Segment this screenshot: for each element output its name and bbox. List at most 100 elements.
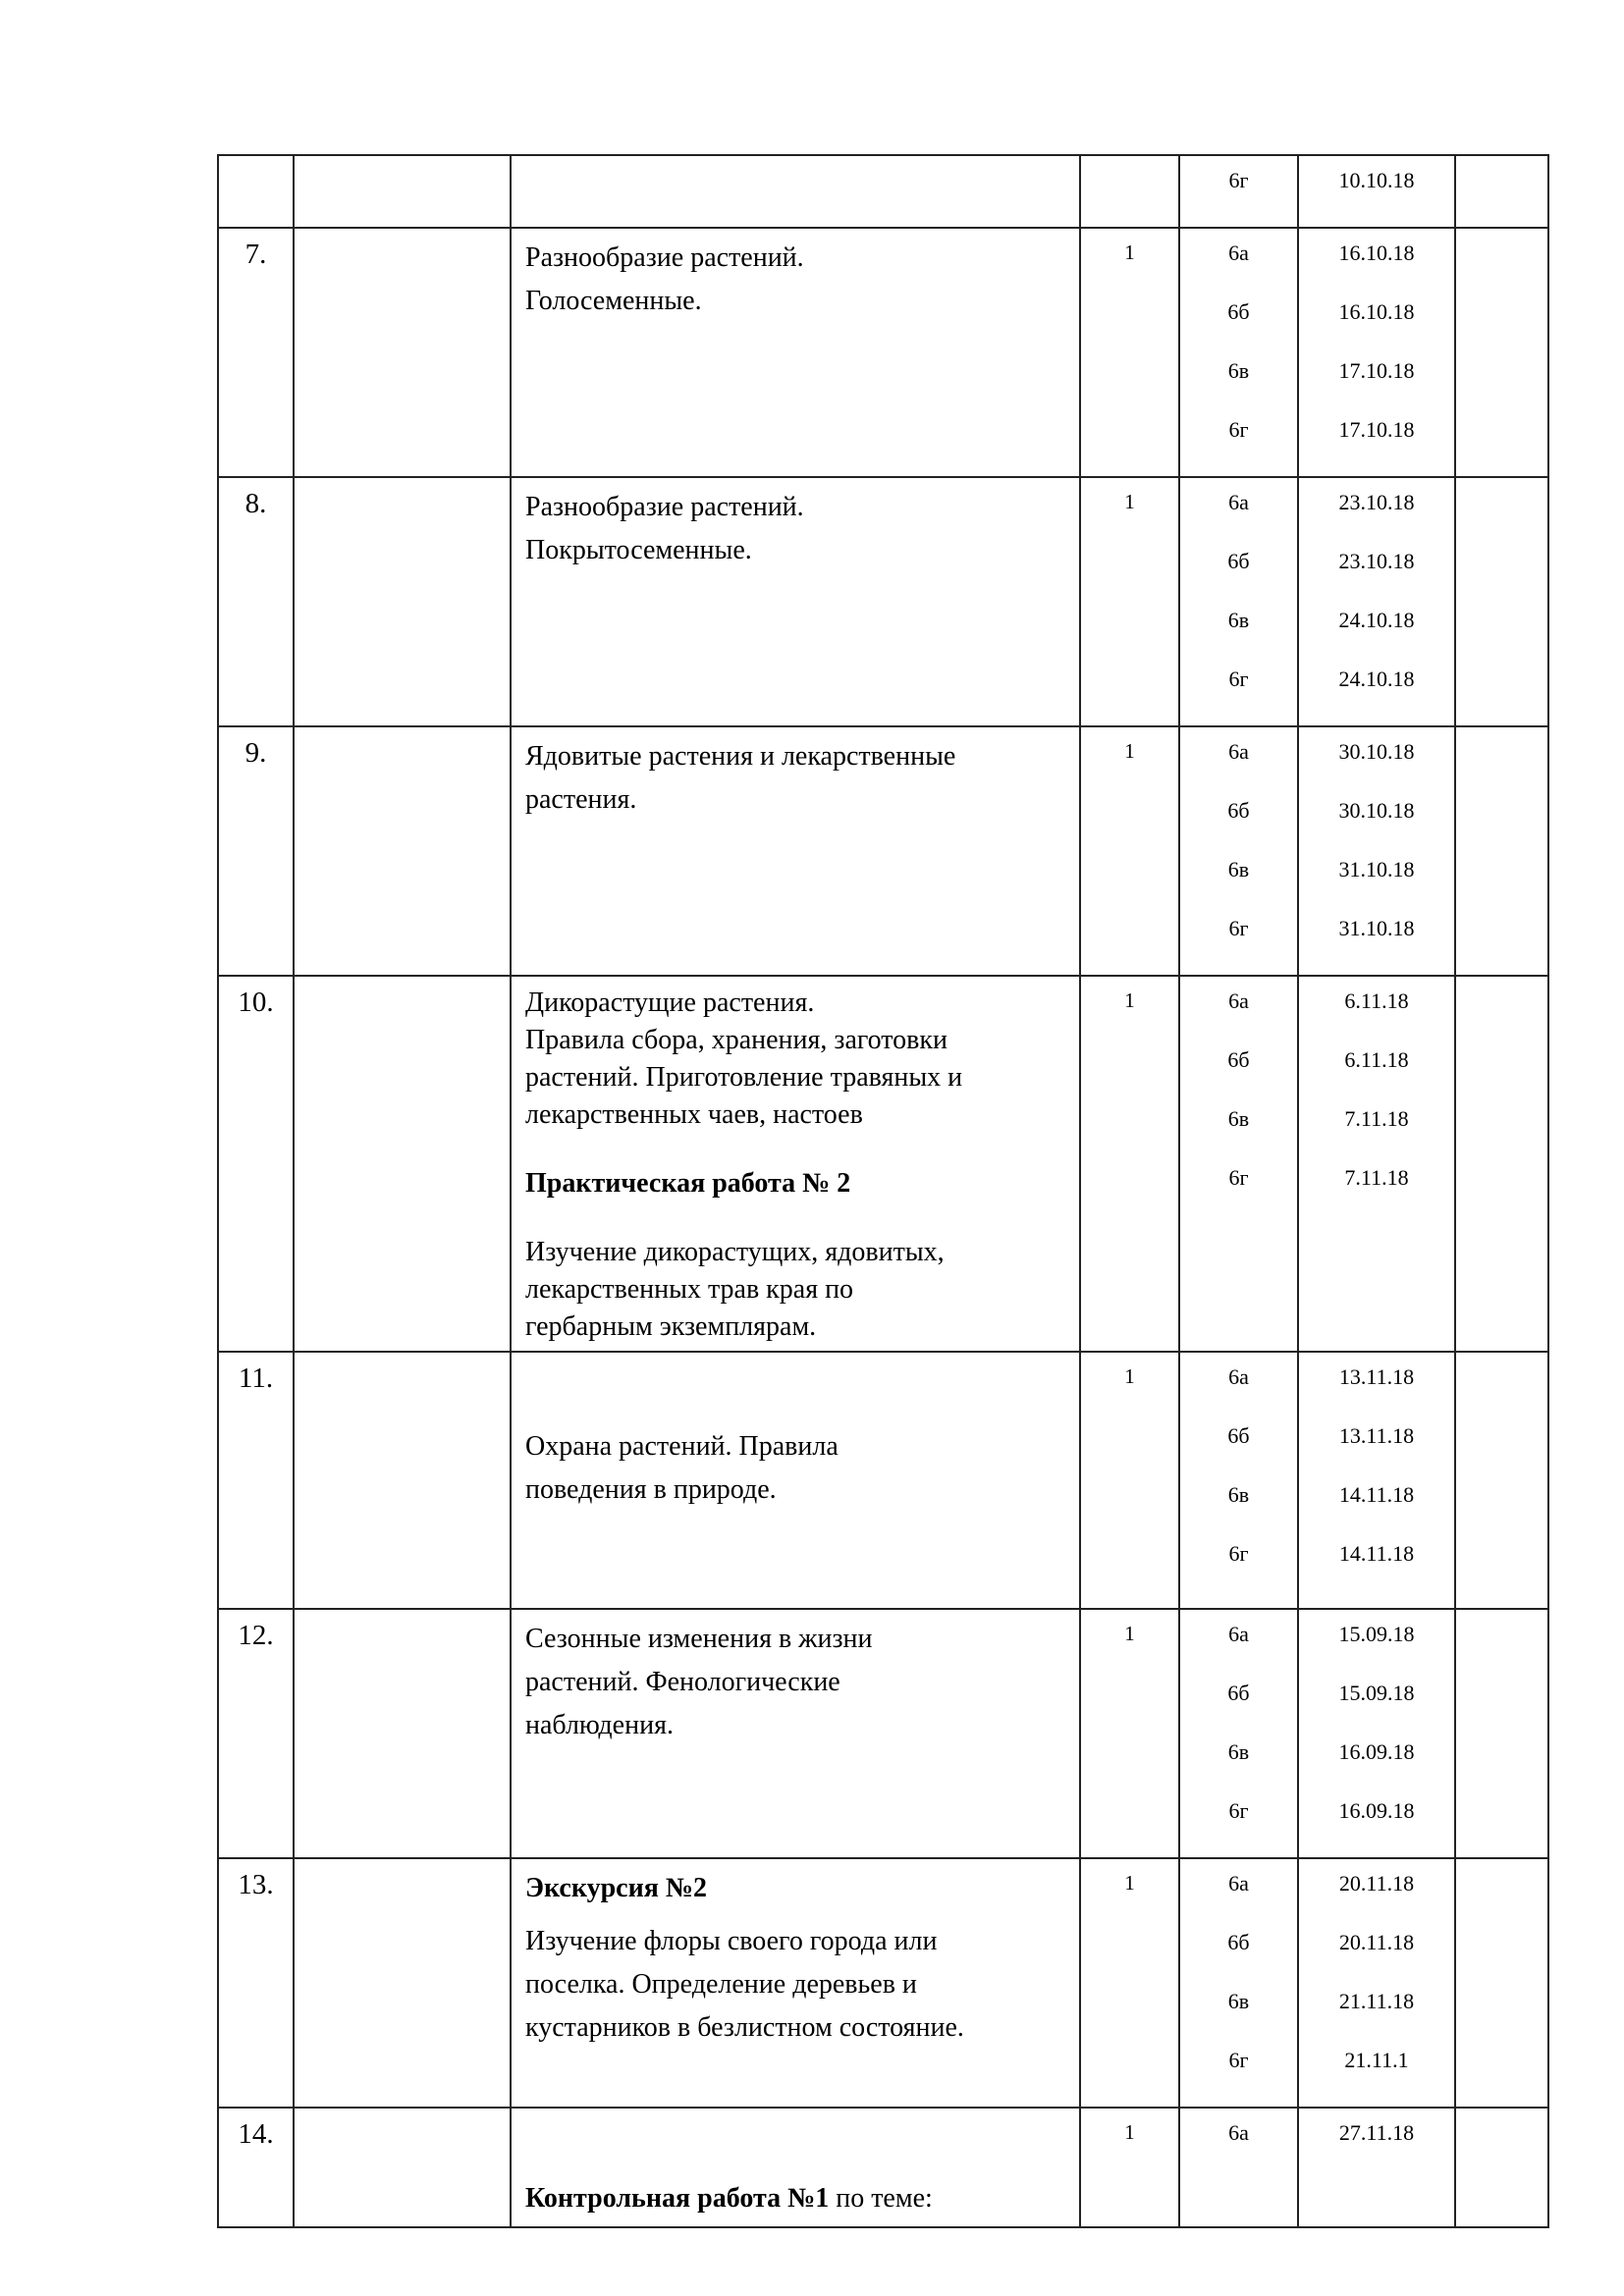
- class-label: 6в: [1227, 358, 1250, 383]
- actual-date-cell: [1454, 1608, 1549, 1859]
- topic-line: гербарным экземплярам.: [525, 1311, 817, 1342]
- class-cell: 6а: [1178, 2107, 1299, 2228]
- class-cell: 6а 6б 6в 6г: [1178, 1608, 1299, 1859]
- class-label: 6в: [1227, 1482, 1250, 1507]
- lesson-date: 21.11.1: [1344, 2048, 1409, 2072]
- date-cell: 20.11.18 20.11.18 21.11.18 21.11.1: [1297, 1857, 1456, 2109]
- lesson-plan-table: 6г 10.10.18 7. Разнообразие растений. Гол…: [217, 154, 1549, 2228]
- practical-work-title: Практическая работа № 2: [525, 1168, 851, 1199]
- lesson-date: 7.11.18: [1344, 1106, 1409, 1131]
- class-label: 6г: [1228, 1798, 1249, 1823]
- class-label: 6а: [1228, 240, 1249, 265]
- class-label: 6г: [1228, 168, 1249, 192]
- topic-cell: Ядовитые растения и лекарственные растени…: [510, 725, 1081, 977]
- section-cell: [293, 1351, 512, 1610]
- lesson-date: 10.10.18: [1338, 168, 1415, 192]
- topic-line: Разнообразие растений.: [525, 492, 804, 522]
- table-row: 9. Ядовитые растения и лекарственные раст…: [217, 725, 1549, 977]
- class-cell: 6а 6б 6в 6г: [1178, 725, 1299, 977]
- class-label: 6а: [1228, 1622, 1249, 1646]
- lesson-date: 16.09.18: [1338, 1798, 1415, 1823]
- section-cell: [293, 227, 512, 478]
- date-cell: 13.11.18 13.11.18 14.11.18 14.11.18: [1297, 1351, 1456, 1610]
- topic-cell: Сезонные изменения в жизни растений. Фено…: [510, 1608, 1081, 1859]
- lesson-date: 17.10.18: [1338, 417, 1415, 442]
- class-label: 6б: [1227, 549, 1250, 573]
- table-row: 14. Контрольная работа №1 по теме: 1 6а …: [217, 2107, 1549, 2228]
- topic-line: Охрана растений. Правила: [525, 1431, 839, 1462]
- lesson-date: 17.10.18: [1338, 358, 1415, 383]
- topic-line: лекарственных трав края по: [525, 1274, 854, 1305]
- lesson-date: 20.11.18: [1338, 1871, 1415, 1896]
- topic-line: растений. Фенологические: [525, 1667, 840, 1697]
- topic-line: Сезонные изменения в жизни: [525, 1624, 873, 1654]
- class-label: 6г: [1228, 2048, 1249, 2072]
- date-cell: 16.10.18 16.10.18 17.10.18 17.10.18: [1297, 227, 1456, 478]
- topic-cell: Контрольная работа №1 по теме:: [510, 2107, 1081, 2228]
- lesson-number: 7.: [217, 227, 295, 478]
- table-row: 8. Разнообразие растений. Покрытосеменные…: [217, 476, 1549, 727]
- actual-date-cell: [1454, 1351, 1549, 1610]
- lesson-date: 16.10.18: [1338, 299, 1415, 324]
- actual-date-cell: [1454, 725, 1549, 977]
- actual-date-cell: [1454, 1857, 1549, 2109]
- lesson-date: 23.10.18: [1338, 549, 1415, 573]
- class-label: 6г: [1228, 1541, 1249, 1566]
- lesson-number: 10.: [217, 975, 295, 1353]
- table-row: 10. Дикорастущие растения. Правила сбора,…: [217, 975, 1549, 1353]
- hours: 1: [1079, 1857, 1180, 2109]
- date-cell: 10.10.18: [1297, 154, 1456, 229]
- topic-cell: Дикорастущие растения. Правила сбора, хра…: [510, 975, 1081, 1353]
- topic-cell: [510, 154, 1081, 229]
- topic-line: наблюдения.: [525, 1710, 674, 1740]
- topic-line: Разнообразие растений.: [525, 242, 804, 273]
- class-label: 6б: [1227, 1047, 1250, 1072]
- hours: 1: [1079, 2107, 1180, 2228]
- lesson-date: 31.10.18: [1338, 857, 1415, 881]
- topic-line: поведения в природе.: [525, 1474, 777, 1505]
- table-row: 6г 10.10.18: [217, 154, 1549, 229]
- excursion-title: Экскурсия №2: [525, 1873, 708, 1903]
- actual-date-cell: [1454, 2107, 1549, 2228]
- class-label: 6а: [1228, 490, 1249, 514]
- class-label: 6б: [1227, 1930, 1250, 1954]
- lesson-date: 13.11.18: [1338, 1364, 1415, 1389]
- lesson-number: 8.: [217, 476, 295, 727]
- lesson-date: 13.11.18: [1338, 1423, 1415, 1448]
- lesson-date: 24.10.18: [1338, 667, 1415, 691]
- topic-line: Изучение флоры своего города или: [525, 1926, 938, 1956]
- actual-date-cell: [1454, 227, 1549, 478]
- topic-line: Голосеменные.: [525, 286, 702, 316]
- lesson-date: 24.10.18: [1338, 608, 1415, 632]
- topic-line: растения.: [525, 784, 637, 815]
- class-cell: 6а 6б 6в 6г: [1178, 975, 1299, 1353]
- class-label: 6а: [1228, 739, 1249, 764]
- class-label: 6б: [1227, 1423, 1250, 1448]
- lesson-date: 16.10.18: [1338, 240, 1415, 265]
- hours: 1: [1079, 476, 1180, 727]
- lesson-date: 15.09.18: [1338, 1622, 1415, 1646]
- class-label: 6г: [1228, 916, 1249, 940]
- topic-line: Ядовитые растения и лекарственные: [525, 741, 956, 772]
- lesson-date: 6.11.18: [1344, 988, 1409, 1013]
- lesson-number: 11.: [217, 1351, 295, 1610]
- class-label: 6в: [1227, 1106, 1250, 1131]
- topic-cell: Разнообразие растений. Голосеменные.: [510, 227, 1081, 478]
- section-cell: [293, 725, 512, 977]
- lesson-date: 16.09.18: [1338, 1739, 1415, 1764]
- lesson-date: 20.11.18: [1338, 1930, 1415, 1954]
- topic-line: Покрытосеменные.: [525, 535, 752, 565]
- lesson-date: 30.10.18: [1338, 798, 1415, 823]
- topic-line: поселка. Определение деревьев и: [525, 1969, 917, 2000]
- section-cell: [293, 1857, 512, 2109]
- hours: 1: [1079, 1608, 1180, 1859]
- topic-line: растений. Приготовление травяных и: [525, 1062, 963, 1093]
- hours: 1: [1079, 725, 1180, 977]
- lesson-number: 13.: [217, 1857, 295, 2109]
- class-label: 6в: [1227, 1739, 1250, 1764]
- class-label: 6б: [1227, 299, 1250, 324]
- topic-line: лекарственных чаев, настоев: [525, 1099, 863, 1130]
- topic-line: Изучение дикорастущих, ядовитых,: [525, 1237, 945, 1267]
- class-label: 6в: [1227, 1989, 1250, 2013]
- table-row: 11. Охрана растений. Правила поведения в …: [217, 1351, 1549, 1610]
